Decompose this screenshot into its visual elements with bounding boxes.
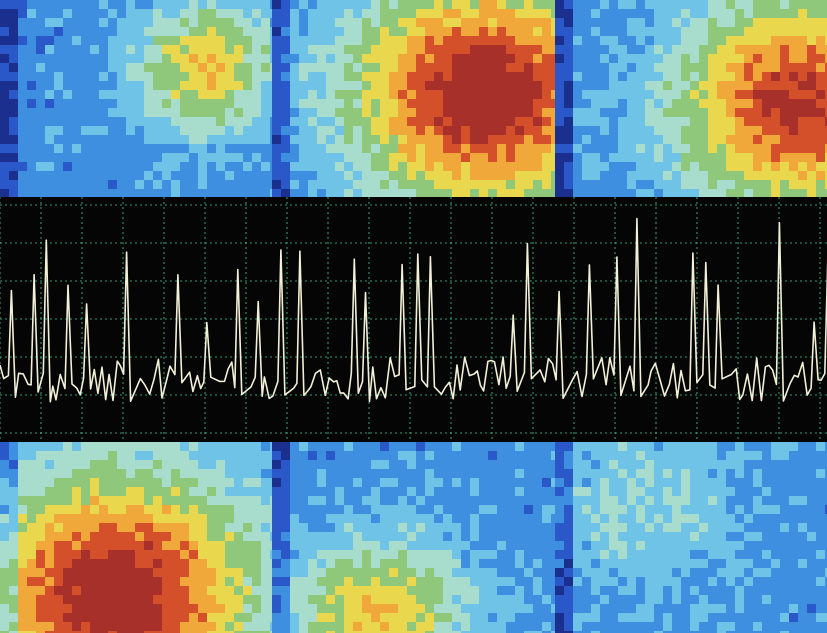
bottom-center-map-panel	[272, 442, 555, 633]
bottom-center-heatmap	[272, 442, 555, 633]
top-left-map-panel	[0, 0, 272, 197]
top-right-map-panel	[555, 0, 827, 197]
top-right-heatmap	[555, 0, 827, 197]
bottom-left-heatmap	[0, 442, 272, 633]
signal-trace-plot	[0, 197, 827, 442]
signal-trace-strip	[0, 197, 827, 442]
bottom-left-map-panel	[0, 442, 272, 633]
top-left-heatmap	[0, 0, 272, 197]
bottom-right-heatmap	[555, 442, 827, 633]
signal-waveform	[0, 217, 827, 403]
top-center-heatmap	[272, 0, 555, 197]
bottom-right-map-panel	[555, 442, 827, 633]
top-center-map-panel	[272, 0, 555, 197]
